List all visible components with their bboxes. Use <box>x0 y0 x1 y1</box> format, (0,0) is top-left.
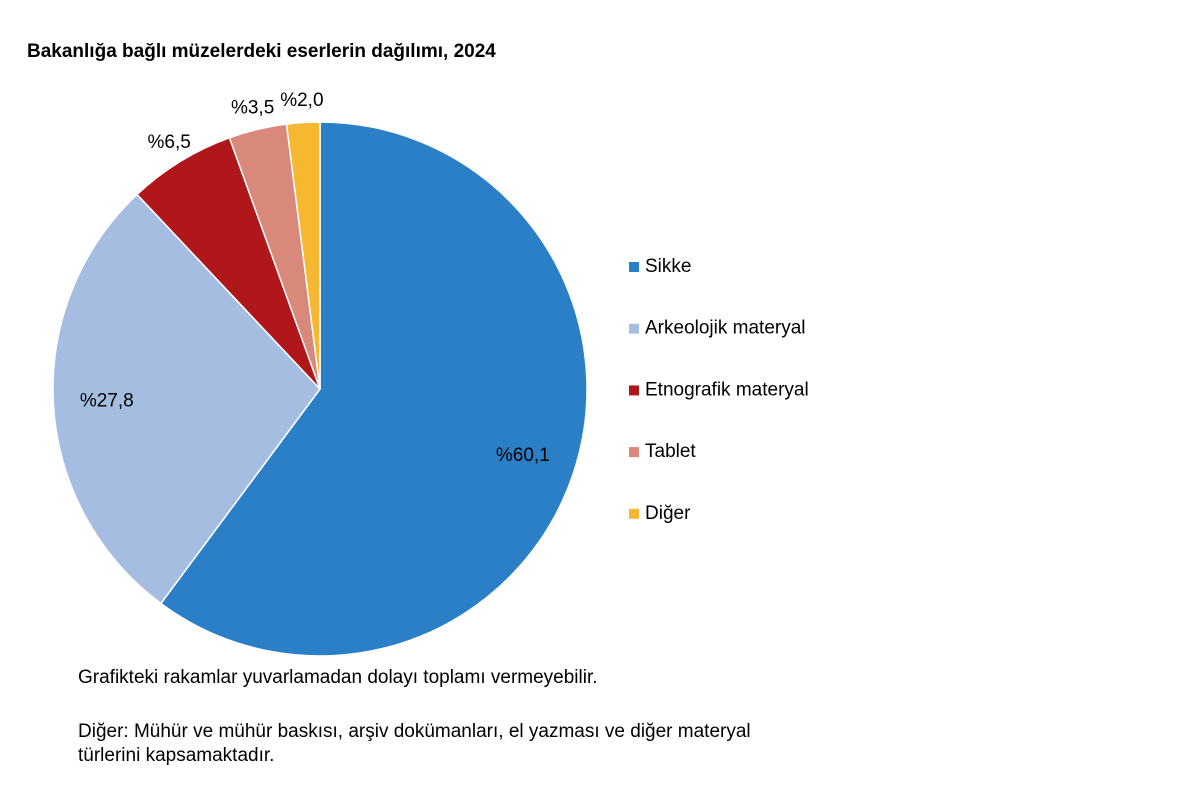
legend-swatch <box>629 508 639 519</box>
pie-slice <box>136 136 321 390</box>
legend-label: Sikke <box>645 256 691 277</box>
legend-label: Diğer <box>645 503 691 524</box>
data-label: %2,0 <box>280 90 323 111</box>
note: Diğer: Mühür ve mühür baskısı, arşiv dok… <box>78 721 751 766</box>
chart-title: Bakanlığa bağlı müzelerdeki eserlerin da… <box>27 41 496 62</box>
data-label: %3,5 <box>231 98 274 119</box>
note: Grafikteki rakamlar yuvarlamadan dolayı … <box>78 667 598 688</box>
data-label: %6,5 <box>148 132 191 153</box>
legend-label: Tablet <box>645 441 696 462</box>
legend-swatch <box>629 262 639 272</box>
legend-label: Etnografik materyal <box>645 379 809 400</box>
legend-label: Arkeolojik materyal <box>645 318 806 339</box>
pie-slice <box>285 121 321 390</box>
legend-swatch <box>629 447 639 458</box>
data-label: %27,8 <box>80 390 134 411</box>
data-label: %60,1 <box>496 445 550 466</box>
pie-slice <box>159 121 588 657</box>
legend-swatch <box>629 385 639 396</box>
pie-slice <box>52 193 321 605</box>
legend-swatch <box>629 323 639 334</box>
